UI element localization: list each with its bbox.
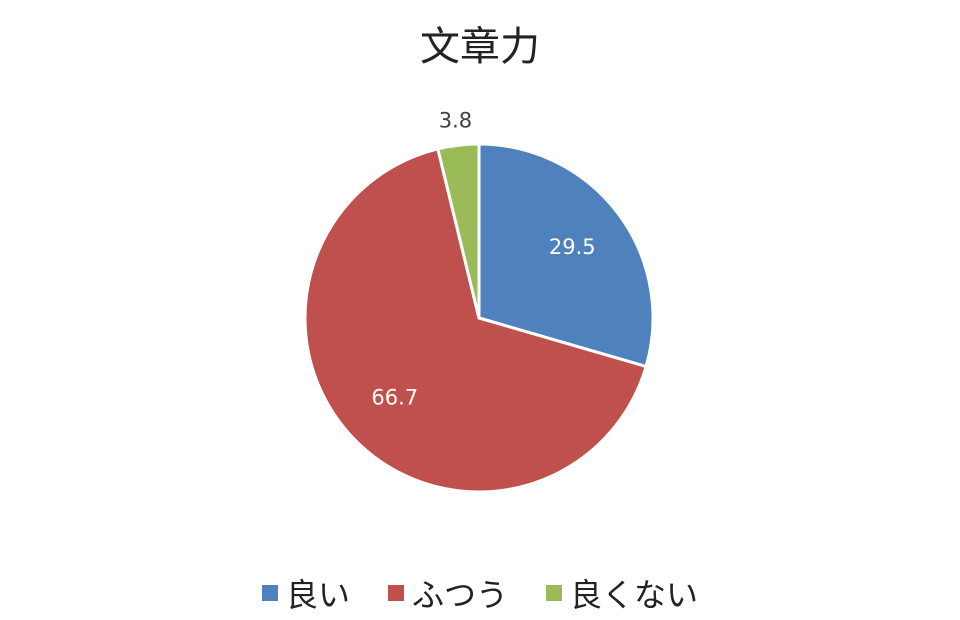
legend-item-good: 良い — [261, 570, 350, 616]
legend-swatch-not-good — [546, 585, 562, 601]
legend-label-good: 良い — [285, 576, 350, 614]
pie-slices — [303, 142, 655, 494]
legend-item-average: ふつう — [387, 570, 508, 616]
pie-slice-average — [303, 147, 648, 494]
data-label-average: 66.7 — [371, 386, 418, 410]
legend-label-average: ふつう — [411, 576, 508, 614]
data-label-good: 29.5 — [549, 235, 596, 259]
legend-swatch-good — [261, 585, 278, 601]
legend-swatch-average — [387, 585, 404, 601]
legend: 良い ふつう 良くない — [0, 570, 960, 616]
pie-data-labels: 29.5 66.7 3.8 — [371, 108, 595, 409]
legend-label-not-good: 良くない — [570, 576, 699, 614]
pie-slice-good — [477, 142, 655, 369]
chart-title: 文章力 — [420, 24, 540, 70]
pie-slice-not-good — [436, 142, 481, 319]
data-label-not-good: 3.8 — [439, 108, 472, 132]
legend-item-not-good: 良くない — [546, 570, 698, 616]
